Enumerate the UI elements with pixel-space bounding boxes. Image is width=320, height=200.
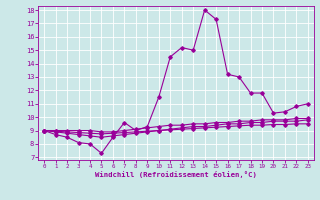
X-axis label: Windchill (Refroidissement éolien,°C): Windchill (Refroidissement éolien,°C) — [95, 171, 257, 178]
